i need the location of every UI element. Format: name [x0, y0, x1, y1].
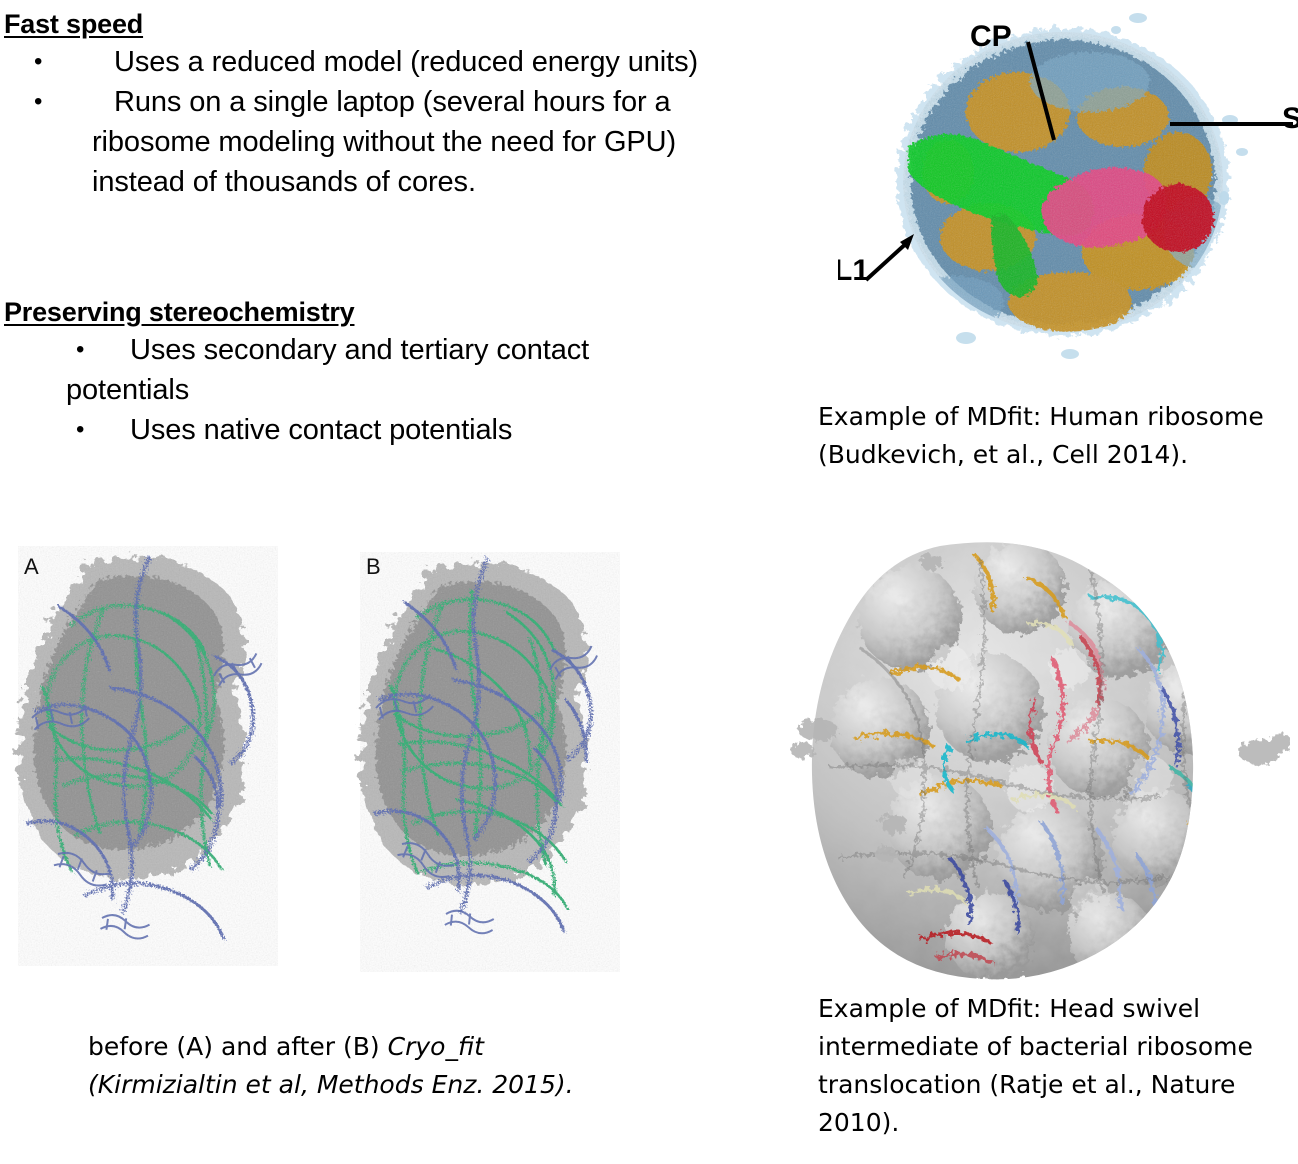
- list-item-label: Uses secondary and tertiary contact pote…: [66, 334, 590, 406]
- panel-b-structure: [360, 552, 620, 972]
- figure-bacterial-ribosome-head-swivel: [790, 528, 1290, 980]
- cp-leader-line: [1026, 41, 1056, 141]
- panel-a-structure: [18, 546, 278, 966]
- figure-cryofit-before-after: [8, 540, 668, 980]
- caption-cryofit-program-name: Cryo_fit: [387, 1032, 484, 1061]
- list-item-label: Runs on a single laptop (several hours f…: [92, 86, 677, 198]
- list-item-label: Uses a reduced model (reduced energy uni…: [114, 46, 699, 78]
- caption-cryofit-plain: before (A) and after (B): [88, 1032, 388, 1061]
- list-item-label: Uses native contact potentials: [130, 414, 513, 446]
- bullet-dot-icon: •: [34, 48, 43, 75]
- l1-arrow-icon: [864, 234, 914, 282]
- caption-cryofit: before (A) and after (B) Cryo_fit (Kirmi…: [88, 1028, 688, 1104]
- caption-cryofit-reference: (Kirmizialtin et al, Methods Enz. 2015).: [88, 1070, 574, 1099]
- preserving-stereochemistry-text-block: Preserving stereochemistry • Uses second…: [4, 296, 704, 450]
- annotation-label-l1: L1: [838, 254, 870, 287]
- figure-human-ribosome-cryoem: CP SB L1: [838, 2, 1298, 382]
- cryofit-panels-render: [8, 546, 620, 972]
- human-ribosome-render: [864, 13, 1293, 359]
- bullet-dot-icon: •: [76, 416, 85, 443]
- list-item: • Uses secondary and tertiary contact po…: [4, 330, 704, 410]
- fast-speed-text-block: Fast speed • Uses a reduced model (reduc…: [4, 8, 764, 202]
- bullet-dot-icon: •: [76, 336, 85, 363]
- bullet-dot-icon: •: [34, 88, 43, 115]
- caption-head-swivel: Example of MDfit: Head swivel intermedia…: [818, 994, 1253, 1137]
- annotation-label-cp: CP: [970, 20, 1012, 53]
- caption-human-ribosome: Example of MDfit: Human ribosome (Budkev…: [818, 402, 1264, 469]
- list-item: • Uses a reduced model (reduced energy u…: [4, 42, 764, 82]
- panel-label-a: A: [24, 554, 39, 579]
- stereochemistry-bullet-list: • Uses secondary and tertiary contact po…: [4, 330, 704, 450]
- head-swivel-render: [790, 542, 1290, 980]
- panel-label-b: B: [366, 554, 381, 579]
- list-item: • Runs on a single laptop (several hours…: [4, 82, 764, 202]
- annotation-label-sb: SB: [1282, 102, 1298, 135]
- list-item: • Uses native contact potentials: [4, 410, 704, 450]
- fast-speed-bullet-list: • Uses a reduced model (reduced energy u…: [4, 42, 764, 202]
- section-heading-fast-speed: Fast speed: [4, 9, 144, 39]
- section-heading-preserving-stereochemistry: Preserving stereochemistry: [4, 297, 355, 327]
